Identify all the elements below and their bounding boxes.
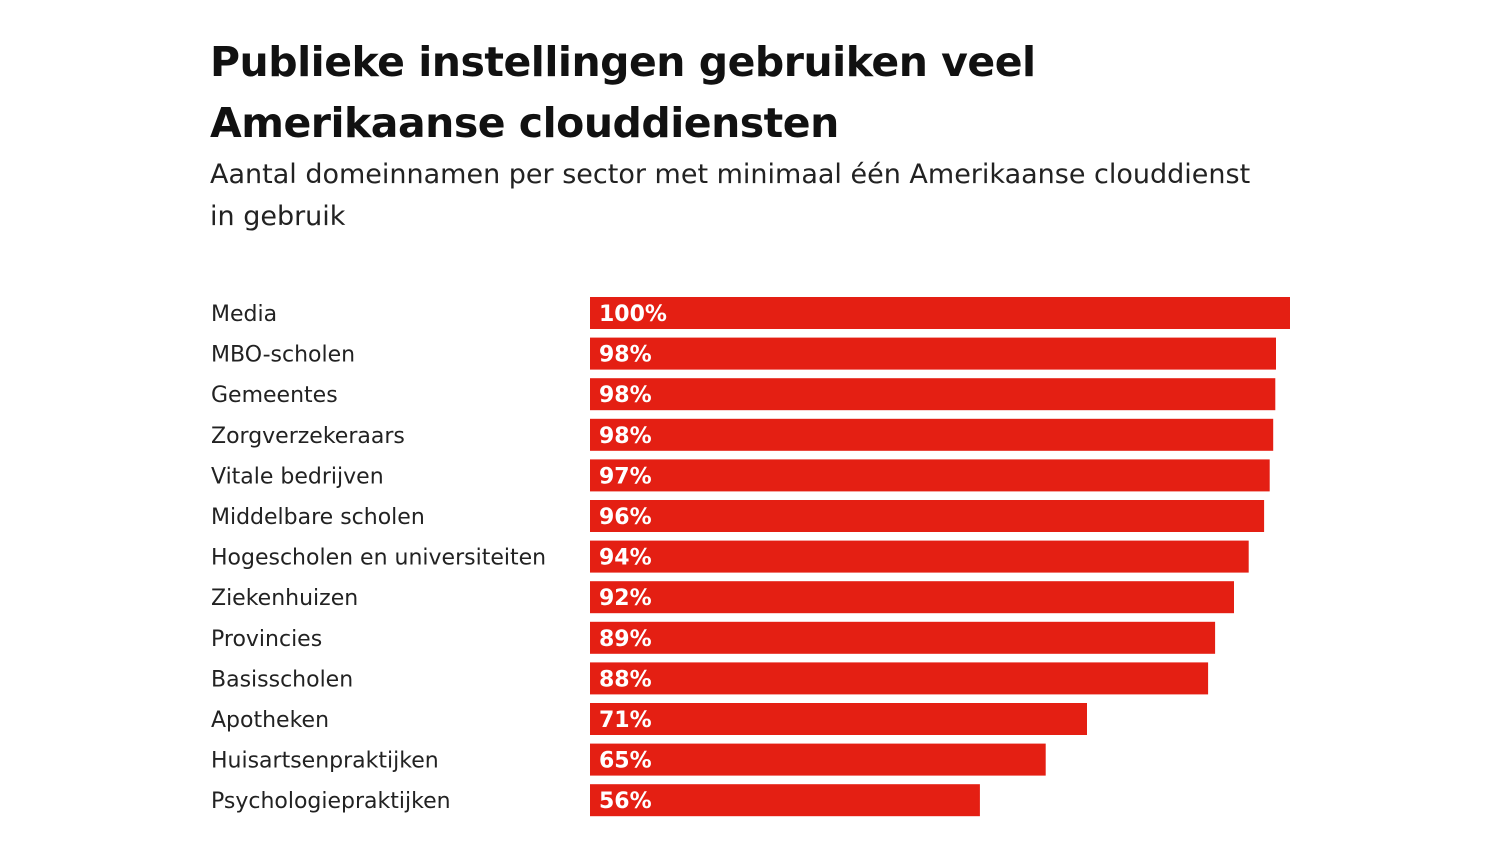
bar <box>590 703 1087 735</box>
value-label: 97% <box>599 464 652 489</box>
value-label: 94% <box>599 546 652 571</box>
chart-subtitle: Aantal domeinnamen per sector met minima… <box>210 159 1251 232</box>
bar <box>590 662 1209 695</box>
bar <box>590 581 1234 614</box>
category-label: Psychologiepraktijken <box>211 789 451 814</box>
bar <box>590 378 1276 411</box>
category-label: Middelbare scholen <box>211 505 425 530</box>
bar <box>590 418 1274 451</box>
bar <box>590 500 1265 532</box>
category-label: Gemeentes <box>211 383 338 408</box>
bar <box>590 743 1046 776</box>
bar <box>590 297 1290 329</box>
value-label: 71% <box>599 708 652 733</box>
value-label: 98% <box>599 383 652 408</box>
category-label: Hogescholen en universiteiten <box>211 546 546 571</box>
category-label: Apotheken <box>211 708 329 733</box>
bar <box>590 459 1270 492</box>
category-label: Zorgverzekeraars <box>211 424 405 449</box>
value-label: 98% <box>599 424 652 449</box>
value-label: 89% <box>599 627 652 652</box>
value-label: 65% <box>599 749 652 774</box>
value-label: 96% <box>599 505 652 530</box>
category-label: Ziekenhuizen <box>211 586 358 611</box>
value-label: 100% <box>599 302 667 327</box>
category-label: Media <box>211 302 277 327</box>
category-label: MBO-scholen <box>211 343 355 368</box>
bar <box>590 540 1249 573</box>
bar <box>590 337 1276 370</box>
bar <box>590 784 980 817</box>
value-label: 88% <box>599 667 652 692</box>
chart-title: Publieke instellingen gebruiken veel Ame… <box>210 38 1036 147</box>
category-label: Huisartsenpraktijken <box>211 749 439 774</box>
value-label: 92% <box>599 586 652 611</box>
category-label: Provincies <box>211 627 322 652</box>
category-label: Vitale bedrijven <box>211 464 384 489</box>
value-label: 98% <box>599 343 652 368</box>
value-label: 56% <box>599 789 652 814</box>
bar <box>590 621 1216 654</box>
category-label: Basisscholen <box>211 667 353 692</box>
